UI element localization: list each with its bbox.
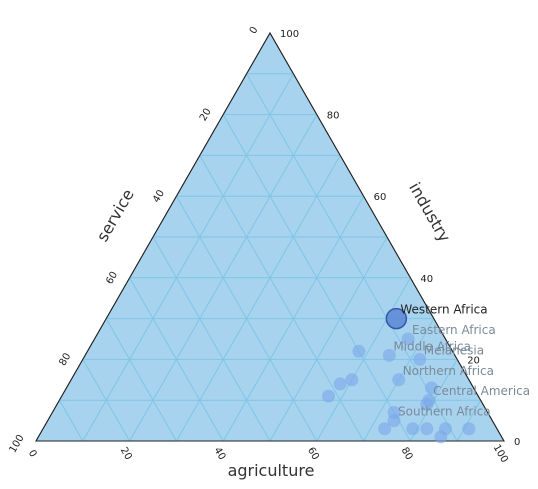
data-point[interactable] <box>387 405 401 419</box>
data-point-label: Eastern Africa <box>412 323 496 337</box>
data-point-label: Middle Africa <box>393 339 471 353</box>
tick-label-industry: 20 <box>467 355 480 366</box>
tick-label-service: 100 <box>8 433 27 455</box>
data-point[interactable] <box>322 389 335 403</box>
grid-line <box>58 399 84 442</box>
grid-line <box>246 73 458 442</box>
tick-label-agriculture: 40 <box>211 445 227 462</box>
data-point[interactable] <box>401 332 415 346</box>
data-point[interactable] <box>413 352 427 366</box>
tick-label-agriculture: 60 <box>305 445 321 462</box>
ternary-outline <box>35 31 505 442</box>
data-point[interactable] <box>345 373 359 387</box>
data-point[interactable] <box>434 430 448 444</box>
grid-line <box>175 155 341 442</box>
tick-label-industry: 80 <box>327 111 340 122</box>
tick-label-agriculture: 0 <box>26 448 39 459</box>
tick-label-service: 60 <box>104 270 120 287</box>
grid-line <box>199 155 365 442</box>
grid-line <box>316 277 411 442</box>
tick-label-agriculture: 80 <box>399 445 415 462</box>
tick-label-service: 0 <box>248 25 261 36</box>
data-point-label: Western Africa <box>400 303 487 317</box>
tick-label-agriculture: 100 <box>491 443 510 465</box>
tick-label-service: 80 <box>58 351 74 368</box>
grid-line <box>152 236 271 442</box>
data-point[interactable] <box>392 373 406 387</box>
data-point[interactable] <box>378 422 392 436</box>
data-point-label: Southern Africa <box>398 405 491 419</box>
data-point[interactable] <box>462 422 476 436</box>
grid-line <box>105 318 177 442</box>
grid-line <box>456 399 482 442</box>
grid-line <box>82 359 131 442</box>
tick-label-industry: 60 <box>374 192 387 203</box>
axis-title-industry: industry <box>405 179 454 245</box>
tick-label-agriculture: 20 <box>118 445 134 462</box>
data-point-label: Melanesia <box>424 343 484 357</box>
grid-line <box>129 277 224 442</box>
data-point[interactable] <box>352 344 366 358</box>
data-point[interactable] <box>382 348 396 362</box>
data-points <box>322 307 476 444</box>
tick-label-service: 20 <box>198 107 214 124</box>
data-point[interactable] <box>420 422 434 436</box>
tick-label-industry: 100 <box>280 29 299 40</box>
data-point-label: Northern Africa <box>403 364 494 378</box>
tick-label-industry: 40 <box>420 274 433 285</box>
axis-title-service: service <box>93 186 138 245</box>
grid-line <box>269 236 388 442</box>
data-point[interactable] <box>424 381 438 395</box>
data-point[interactable] <box>420 397 434 411</box>
ternary-grid <box>58 73 482 442</box>
data-point-label: Central America <box>433 384 530 398</box>
grid-line <box>82 73 294 442</box>
tick-label-industry: 0 <box>514 437 520 448</box>
data-point-highlighted[interactable] <box>385 307 408 330</box>
data-point[interactable] <box>333 377 347 391</box>
tick-label-service: 40 <box>151 188 167 205</box>
data-point[interactable] <box>406 422 420 436</box>
axis-title-agriculture: agriculture <box>228 461 315 480</box>
